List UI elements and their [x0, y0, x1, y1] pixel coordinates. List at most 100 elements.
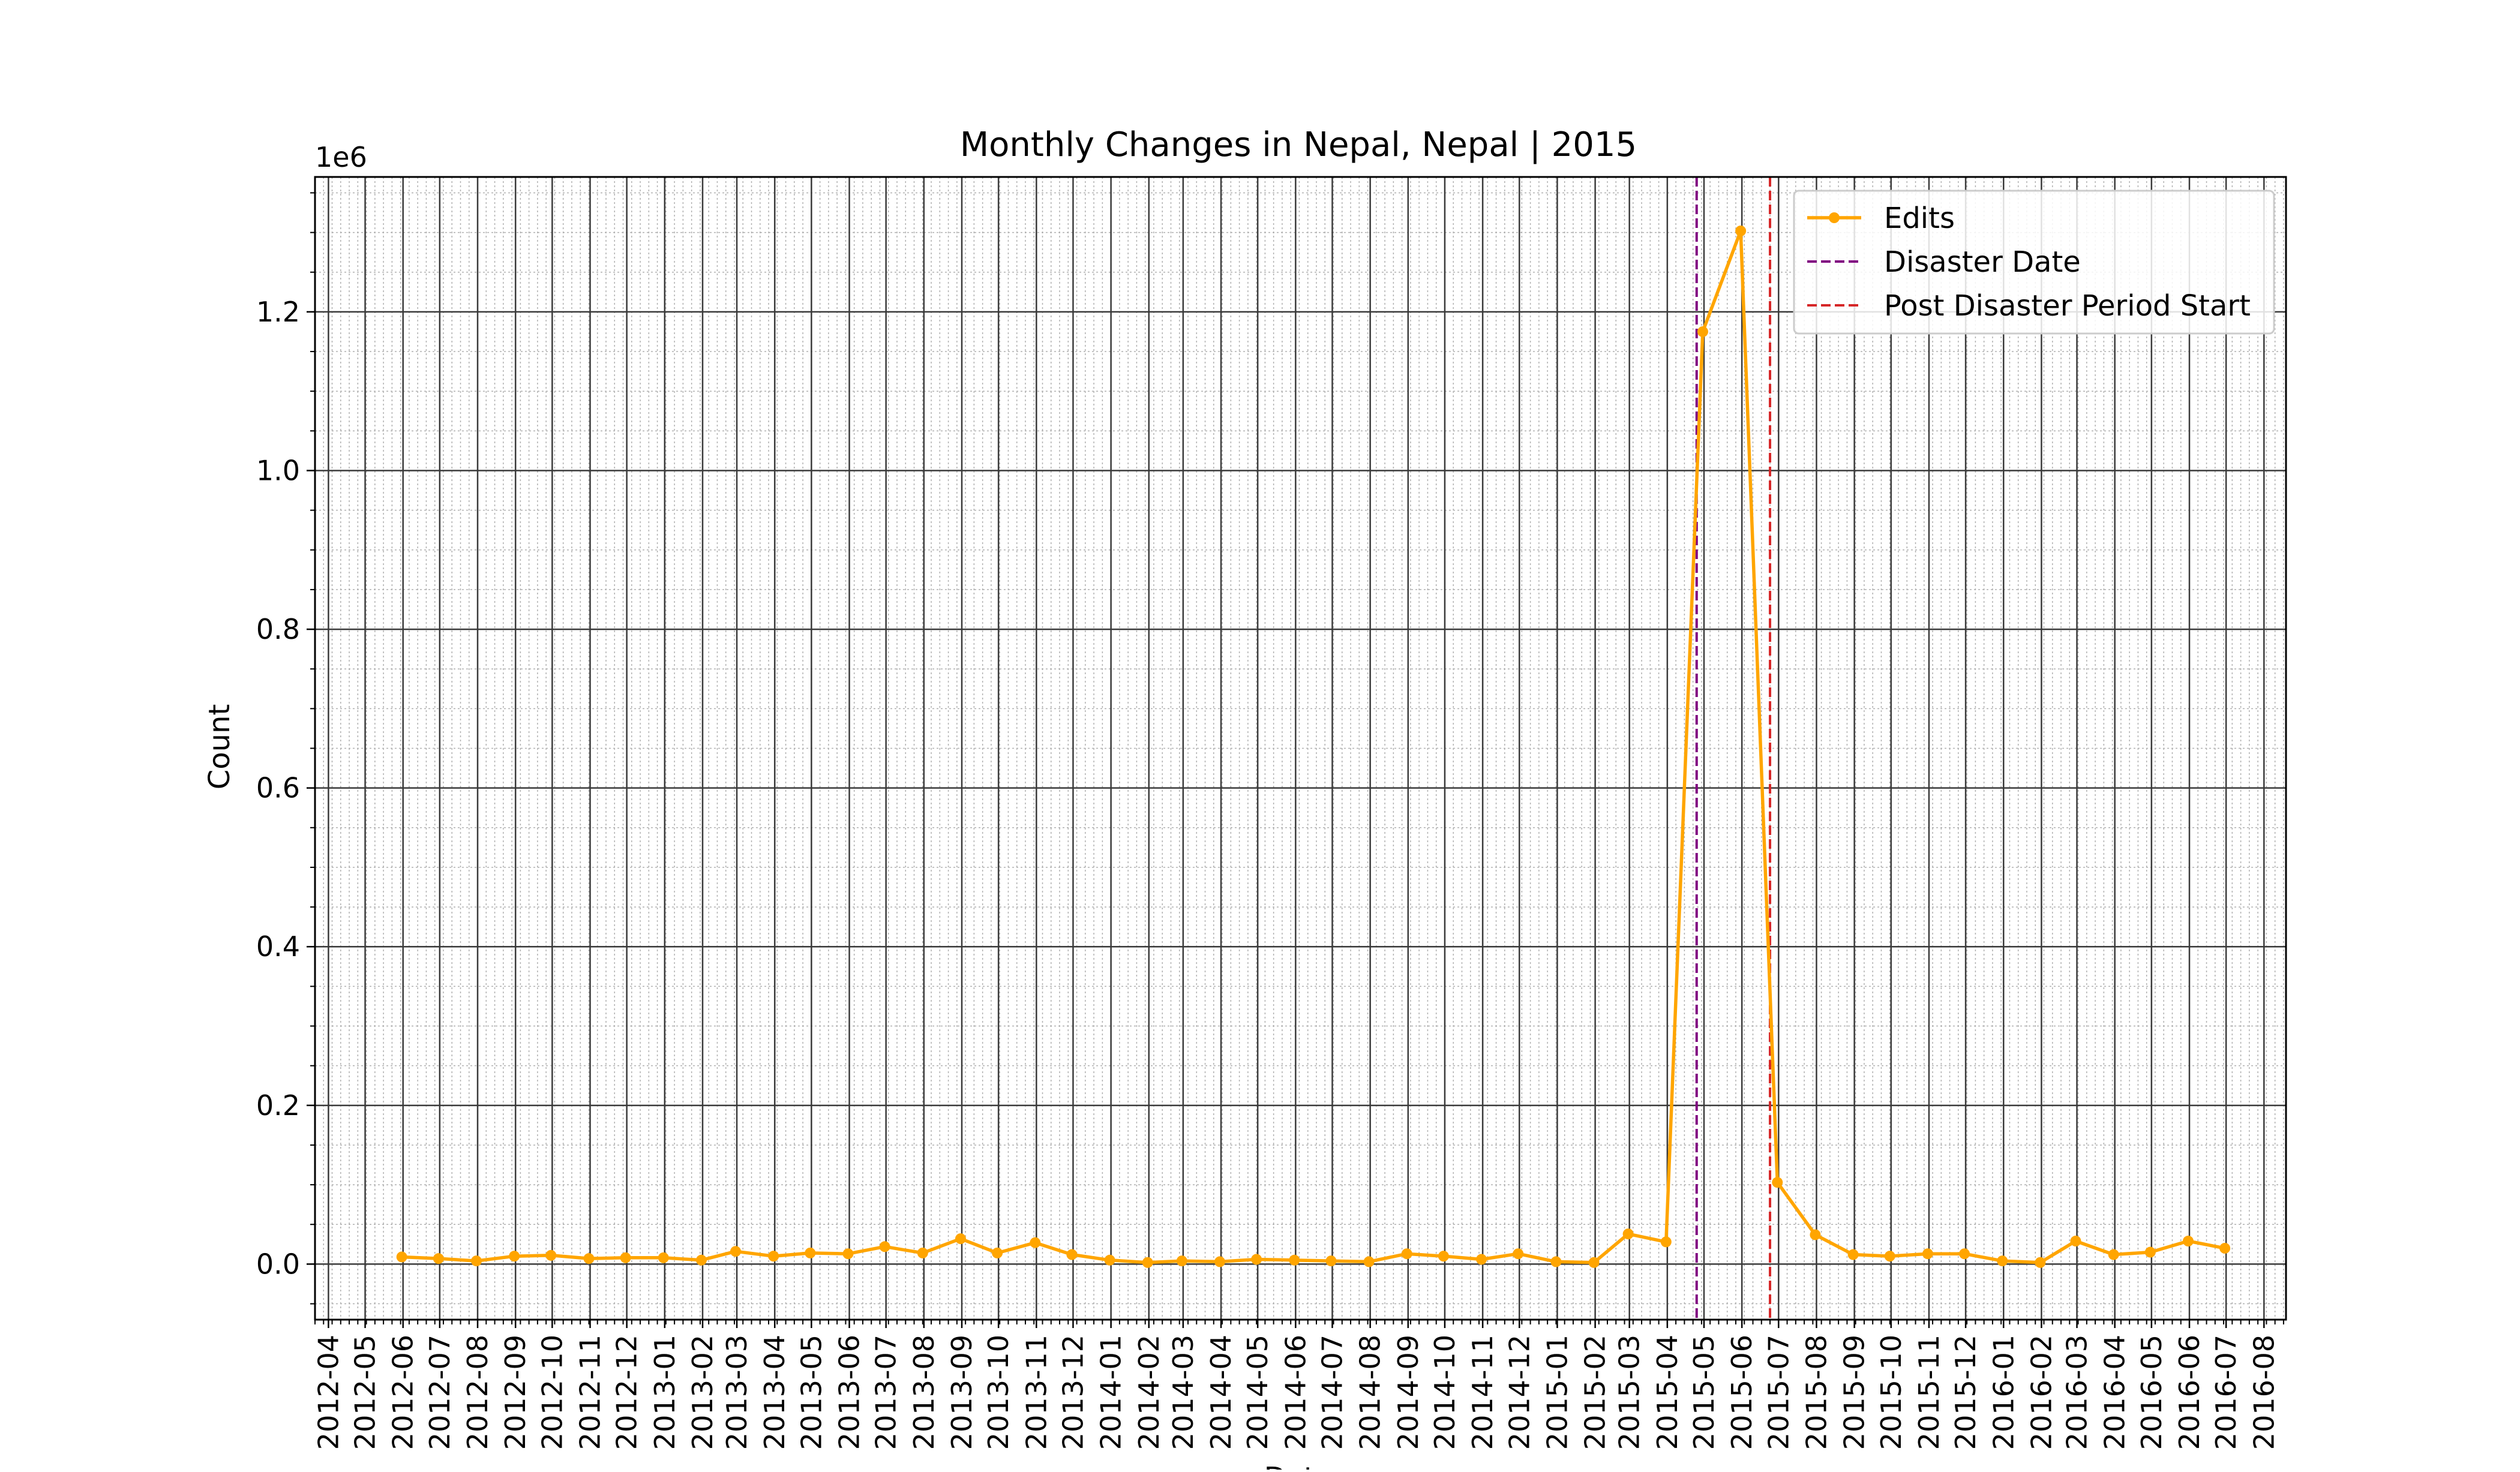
x-tick-label: 2015-12 — [1949, 1335, 1982, 1450]
x-tick-label: 2016-03 — [2061, 1335, 2093, 1450]
x-tick-label: 2014-02 — [1133, 1335, 1165, 1450]
data-point — [433, 1253, 444, 1264]
data-point — [1142, 1257, 1153, 1268]
x-tick-label: 2016-02 — [2025, 1335, 2057, 1450]
x-tick-label: 2014-08 — [1354, 1335, 1387, 1450]
x-tick-label: 2016-05 — [2135, 1335, 2168, 1450]
y-tick-label: 0.0 — [256, 1248, 300, 1280]
x-tick-label: 2016-06 — [2173, 1335, 2206, 1450]
legend: Edits Disaster Date Post Disaster Period S… — [1793, 190, 2275, 335]
data-point — [2182, 1236, 2194, 1247]
data-point — [583, 1253, 595, 1264]
data-point — [1325, 1255, 1337, 1267]
data-point — [1622, 1228, 1634, 1240]
data-point — [1884, 1251, 1895, 1262]
y-axis-offset-label: 1e6 — [315, 141, 367, 173]
legend-label: Post Disaster Period Start — [1884, 289, 2251, 323]
x-tick-label: 2012-10 — [536, 1335, 568, 1450]
x-tick-label: 2012-07 — [424, 1335, 456, 1450]
data-point — [1030, 1237, 1041, 1248]
x-tick-label: 2013-04 — [758, 1335, 791, 1450]
x-tick-label: 2014-07 — [1316, 1335, 1348, 1450]
x-tick-label: 2012-12 — [611, 1335, 643, 1450]
x-tick-label: 2014-06 — [1279, 1335, 1312, 1450]
x-tick-label: 2014-12 — [1503, 1335, 1535, 1450]
data-point — [992, 1247, 1003, 1258]
x-tick-label: 2013-03 — [721, 1335, 753, 1450]
legend-label: Edits — [1884, 202, 1955, 235]
data-point — [1810, 1229, 1821, 1240]
data-point — [955, 1233, 966, 1245]
x-tick-label: 2016-04 — [2099, 1335, 2131, 1450]
y-tick-label: 0.8 — [256, 613, 300, 645]
data-point — [2144, 1246, 2156, 1258]
data-point — [1476, 1254, 1487, 1265]
data-point — [509, 1251, 520, 1262]
x-tick-label: 2013-06 — [833, 1335, 866, 1450]
y-tick-label: 0.4 — [256, 930, 300, 963]
x-tick-label: 2015-01 — [1541, 1335, 1573, 1450]
legend-marker — [1829, 212, 1840, 223]
x-tick-label: 2012-08 — [461, 1335, 494, 1450]
x-tick-label: 2012-11 — [574, 1335, 607, 1450]
series-line-edits — [401, 229, 2225, 1264]
data-point — [1772, 1177, 1783, 1188]
x-tick-label: 2012-04 — [312, 1335, 344, 1450]
x-tick-label: 2016-01 — [1987, 1335, 2020, 1450]
data-point — [695, 1254, 707, 1266]
x-tick-label: 2013-08 — [908, 1335, 940, 1450]
data-point — [1251, 1254, 1262, 1265]
data-point — [917, 1247, 928, 1258]
data-point — [1959, 1248, 1970, 1260]
legend-box — [1793, 190, 2275, 335]
data-point — [396, 1251, 407, 1263]
x-tick-label: 2015-05 — [1688, 1335, 1720, 1450]
x-tick-label: 2014-03 — [1167, 1335, 1199, 1450]
x-tick-label: 2012-06 — [387, 1335, 419, 1450]
data-point — [768, 1251, 779, 1262]
data-point — [842, 1248, 854, 1260]
y-tick-label: 0.6 — [256, 772, 300, 804]
y-tick-label: 1.0 — [256, 454, 300, 486]
y-tick-label: 0.2 — [256, 1089, 300, 1122]
data-point — [1550, 1256, 1562, 1267]
x-tick-label: 2016-07 — [2210, 1335, 2242, 1450]
x-tick-label: 2013-10 — [982, 1335, 1015, 1450]
data-point — [2070, 1236, 2081, 1247]
data-point — [620, 1252, 631, 1263]
data-point — [879, 1241, 890, 1252]
x-tick-label: 2014-09 — [1392, 1335, 1424, 1450]
x-tick-label: 2015-07 — [1762, 1335, 1795, 1450]
x-tick-label: 2016-08 — [2248, 1335, 2280, 1450]
chart-title: Monthly Changes in Nepal, Nepal | 2015 — [960, 125, 1637, 164]
x-tick-label: 2014-11 — [1466, 1335, 1499, 1450]
x-tick-label: 2013-09 — [946, 1335, 978, 1450]
x-axis-label: Date — [1264, 1461, 1333, 1470]
x-tick-label: 2015-04 — [1651, 1335, 1684, 1450]
x-tick-label: 2015-03 — [1613, 1335, 1646, 1450]
x-tick-label: 2013-05 — [795, 1335, 827, 1450]
x-tick-label: 2015-10 — [1875, 1335, 1907, 1450]
x-tick-label: 2015-11 — [1913, 1335, 1945, 1450]
y-tick-label: 1.2 — [256, 296, 300, 328]
data-point — [1588, 1257, 1600, 1268]
data-point — [1438, 1251, 1449, 1262]
data-point — [545, 1249, 557, 1261]
data-point — [1735, 225, 1747, 236]
data-point — [805, 1247, 816, 1258]
data-point — [658, 1252, 669, 1263]
y-axis-label: Count — [203, 704, 236, 790]
x-tick-label: 2013-01 — [649, 1335, 681, 1450]
data-point — [730, 1246, 742, 1257]
data-point — [1513, 1248, 1524, 1260]
data-point — [1847, 1249, 1859, 1260]
data-point — [1289, 1254, 1300, 1266]
data-point — [1214, 1256, 1226, 1267]
data-point — [1104, 1254, 1115, 1266]
legend-label: Disaster Date — [1884, 245, 2081, 279]
x-tick-label: 2012-09 — [499, 1335, 532, 1450]
x-tick-label: 2015-02 — [1579, 1335, 1612, 1450]
x-tick-label: 2013-11 — [1020, 1335, 1052, 1450]
